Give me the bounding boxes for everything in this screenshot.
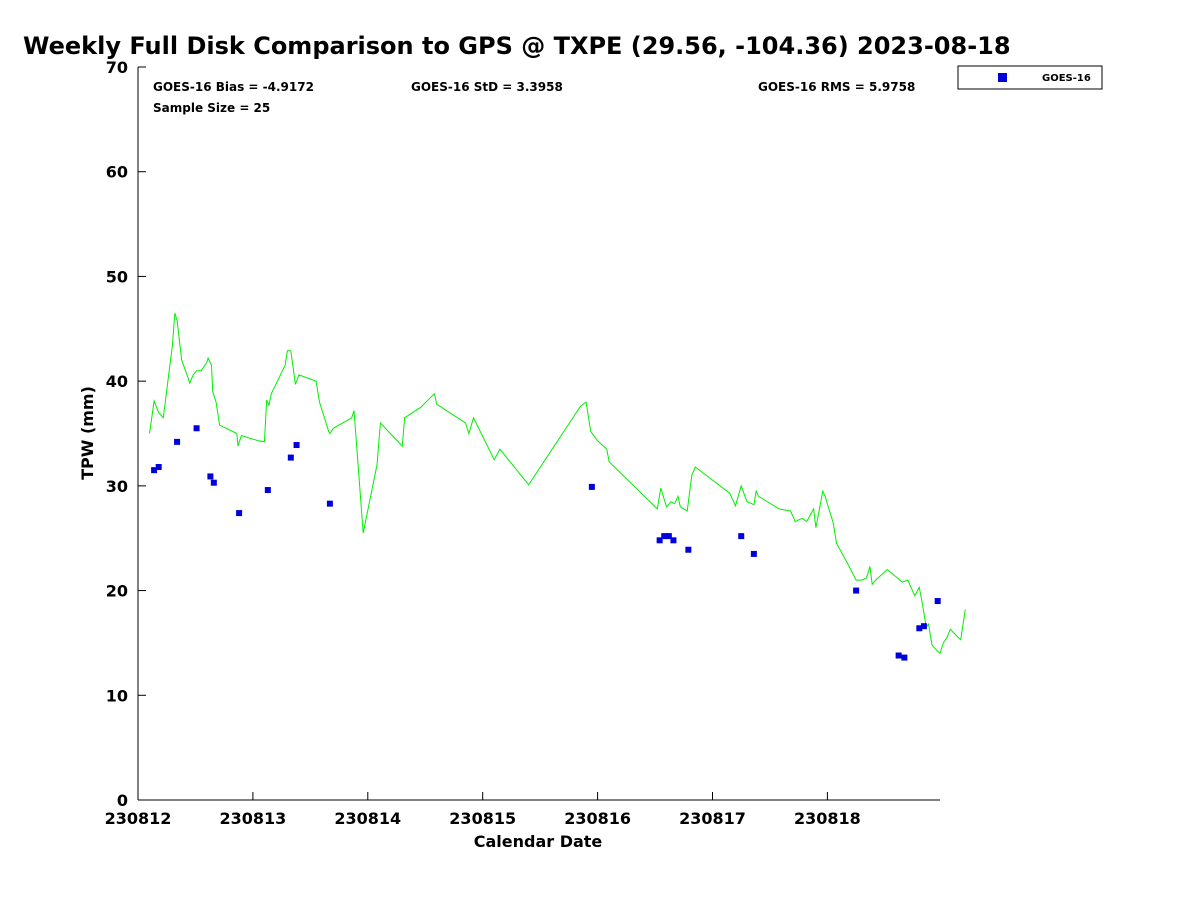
goes16-point [750, 550, 757, 557]
goes16-point [656, 537, 663, 544]
y-tick-label: 0 [117, 791, 128, 810]
x-tick-label: 230818 [794, 809, 861, 828]
y-tick-label: 10 [106, 686, 128, 705]
goes16-point [264, 487, 271, 494]
y-tick-label: 60 [106, 163, 128, 182]
y-axis-label: TPW (mm) [78, 386, 97, 480]
plot-area: 0 10 20 30 40 50 60 70 230812 230813 230814 230815… [105, 58, 966, 828]
goes16-point [326, 500, 333, 507]
y-tick-label: 20 [106, 582, 128, 601]
goes16-point [287, 454, 294, 461]
y-ticks: 0 10 20 30 40 50 60 70 [106, 58, 146, 810]
goes16-point [901, 654, 908, 661]
goes16-point [685, 546, 692, 553]
goes16-point [236, 510, 243, 517]
goes16-point [293, 442, 300, 449]
gps-tpw-line [149, 312, 966, 655]
x-tick-label: 230815 [449, 809, 516, 828]
y-tick-label: 50 [106, 267, 128, 286]
goes16-point [207, 473, 214, 480]
x-tick-label: 230813 [220, 809, 287, 828]
legend-label-goes16: GOES-16 [1042, 73, 1091, 84]
goes16-point [934, 598, 941, 605]
goes16-point [670, 537, 677, 544]
goes16-point [916, 625, 923, 632]
goes16-point [853, 587, 860, 594]
goes16-point [895, 652, 902, 659]
stat-bias: GOES-16 Bias = -4.9172 [153, 80, 314, 94]
stat-std: GOES-16 StD = 3.3958 [411, 80, 563, 94]
goes16-point [738, 533, 745, 540]
y-tick-label: 30 [106, 477, 128, 496]
goes16-point [588, 483, 595, 490]
goes16-point [920, 623, 927, 630]
goes16-point [174, 438, 181, 445]
x-ticks: 230812 230813 230814 230815 230816 230817 2308… [105, 792, 861, 828]
y-tick-label: 40 [106, 372, 128, 391]
chart-title: Weekly Full Disk Comparison to GPS @ TXP… [23, 32, 1011, 60]
goes16-point [661, 533, 668, 540]
goes16-point [210, 479, 217, 486]
legend-marker-goes16 [998, 73, 1007, 82]
legend: GOES-16 [957, 65, 1103, 90]
x-tick-label: 230817 [679, 809, 746, 828]
goes16-point [665, 533, 672, 540]
x-tick-label: 230816 [564, 809, 631, 828]
x-axis-label: Calendar Date [474, 832, 603, 851]
stat-sample-size: Sample Size = 25 [153, 101, 270, 115]
goes16-scatter-series [151, 425, 941, 661]
stat-rms: GOES-16 RMS = 5.9758 [758, 80, 915, 94]
goes16-point [151, 467, 158, 474]
goes16-point [193, 425, 200, 432]
gps-line-series [149, 312, 966, 655]
goes16-point [155, 464, 162, 471]
x-tick-label: 230812 [105, 809, 172, 828]
x-tick-label: 230814 [334, 809, 401, 828]
legend-box [957, 65, 1103, 90]
y-tick-label: 70 [106, 58, 128, 77]
